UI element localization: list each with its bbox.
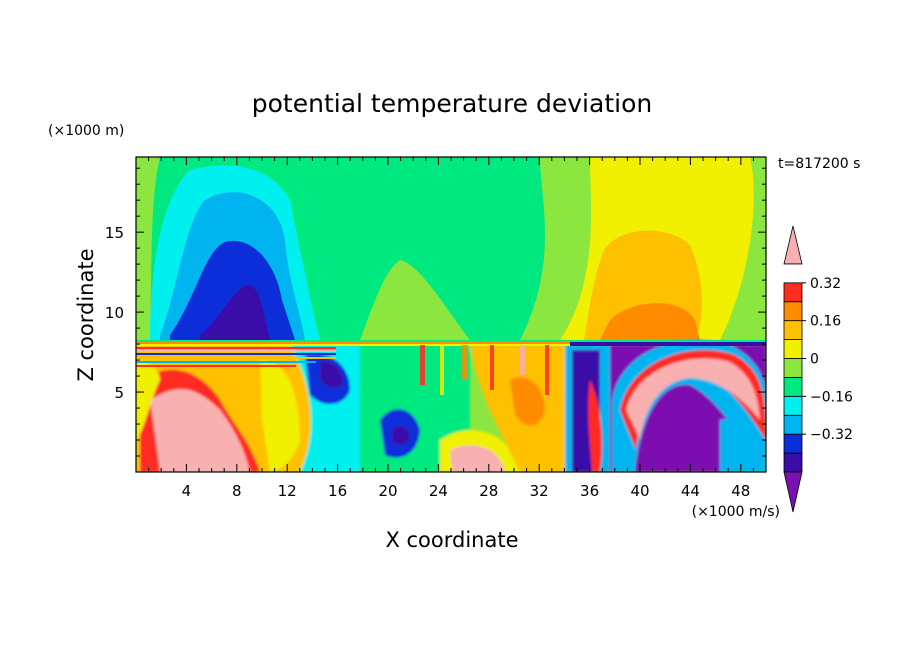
colorbar-swatch	[783, 282, 803, 303]
x-unit-label: (×1000 m/s)	[692, 504, 780, 520]
y-tick-label: 15	[105, 224, 124, 242]
colorbar-tick-label: −0.16	[810, 389, 853, 405]
y-tick-label: 5	[114, 384, 124, 402]
colorbar-tick-label: 0.32	[810, 276, 841, 292]
colorbar-swatch	[783, 301, 803, 322]
field-lower-structures	[136, 340, 766, 472]
x-tick-label: 20	[378, 482, 397, 500]
colorbar-swatch	[783, 377, 803, 397]
colorbar-swatch	[783, 339, 803, 359]
x-tick-label: 40	[630, 482, 649, 500]
heatmap-field	[136, 157, 766, 472]
colorbar-swatch	[783, 358, 803, 378]
time-label: t=817200 s	[778, 156, 860, 172]
x-tick-label: 4	[182, 482, 192, 500]
colorbar-tick-label: −0.32	[810, 427, 853, 443]
colorbar-swatch	[783, 433, 803, 454]
colorbar-bottom-extension	[783, 471, 803, 513]
colorbar-swatch	[783, 395, 803, 416]
field-upper-left-edge	[136, 157, 160, 340]
x-tick-label: 32	[530, 482, 549, 500]
x-tick-label: 48	[731, 482, 750, 500]
y-axis-label: Z coordinate	[74, 248, 98, 381]
x-tick-label: 8	[232, 482, 242, 500]
x-tick-label: 24	[429, 482, 448, 500]
chart-title: potential temperature deviation	[252, 89, 652, 118]
x-tick-label: 28	[479, 482, 498, 500]
colorbar-top-extension	[783, 225, 803, 265]
field-warm-band-4	[600, 303, 700, 340]
colorbar: 0.32 0.16 0 −0.16 −0.32	[783, 225, 853, 513]
x-axis-label: X coordinate	[385, 528, 518, 552]
x-tick-label: 16	[328, 482, 347, 500]
colorbar-swatch	[783, 414, 803, 435]
x-tick-label: 12	[278, 482, 297, 500]
colorbar-tick-label: 0.16	[810, 314, 841, 330]
y-tick-label: 10	[105, 304, 124, 322]
colorbar-swatch	[783, 320, 803, 340]
field-plume-streaks	[420, 345, 549, 395]
field-middle-plume	[360, 260, 470, 340]
x-tick-label: 44	[681, 482, 700, 500]
colorbar-tick-label: 0	[810, 352, 819, 368]
y-unit-label: (×1000 m)	[48, 123, 124, 139]
field-cold-band-4	[200, 285, 270, 340]
colorbar-swatch	[783, 452, 803, 473]
x-tick-label: 36	[580, 482, 599, 500]
field-interface-streaks	[136, 341, 766, 367]
